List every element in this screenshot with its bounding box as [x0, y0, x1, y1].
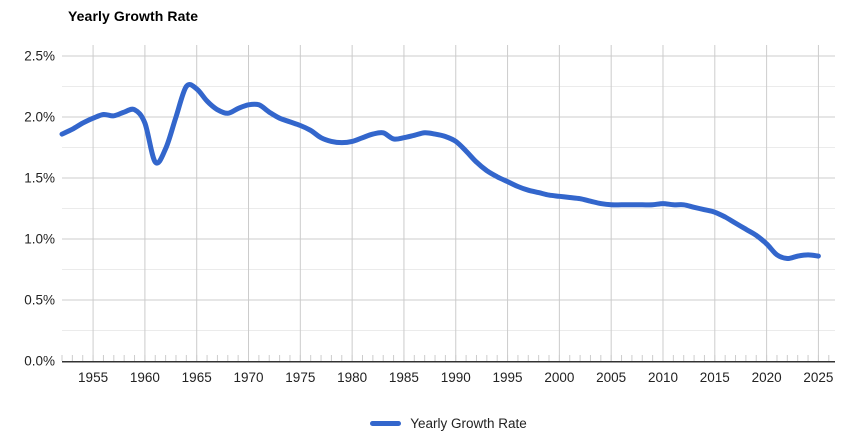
legend-swatch-yearly-growth-rate — [370, 420, 402, 426]
x-axis-tick-label: 1980 — [337, 370, 367, 385]
series-layer[interactable] — [59, 82, 821, 262]
x-axis-tick-label: 1965 — [182, 370, 212, 385]
chart-title: Yearly Growth Rate — [68, 8, 199, 24]
x-axis-tick-label: 1960 — [130, 370, 160, 385]
y-axis-tick-label: 1.5% — [24, 170, 55, 185]
x-axis-tick-label: 1955 — [78, 370, 108, 385]
x-axis-tick-label: 1975 — [285, 370, 315, 385]
y-axis-tick-label: 2.5% — [24, 48, 55, 63]
x-axis-tick-label: 2010 — [648, 370, 678, 385]
x-axis-tick-label: 2025 — [803, 370, 833, 385]
y-axis-tick-label: 1.0% — [24, 231, 55, 246]
grid-layer — [62, 45, 835, 361]
growth-rate-line-series[interactable] — [59, 82, 821, 262]
chart-legend: Yearly Growth Rate — [62, 413, 835, 433]
x-axis-tick-label: 1995 — [493, 370, 523, 385]
axis-layer — [61, 355, 835, 363]
x-axis-tick-label: 2015 — [700, 370, 730, 385]
y-axis-tick-label: 0.5% — [24, 292, 55, 307]
x-axis-tick-label: 2020 — [752, 370, 782, 385]
x-axis-tick-label: 2005 — [596, 370, 626, 385]
y-axis-tick-label: 2.0% — [24, 109, 55, 124]
x-axis-tick-label: 1990 — [441, 370, 471, 385]
x-axis-tick-label: 1985 — [389, 370, 419, 385]
x-axis-tick-label: 1970 — [233, 370, 263, 385]
y-axis-tick-label: 0.0% — [24, 354, 55, 369]
label-layer: 0.0% 0.5% 1.0% 1.5% 2.0% 2.5% 1955 1960 1965 1970… — [24, 48, 833, 385]
x-axis-tick-label: 2000 — [544, 370, 574, 385]
legend-label[interactable]: Yearly Growth Rate — [410, 415, 527, 431]
